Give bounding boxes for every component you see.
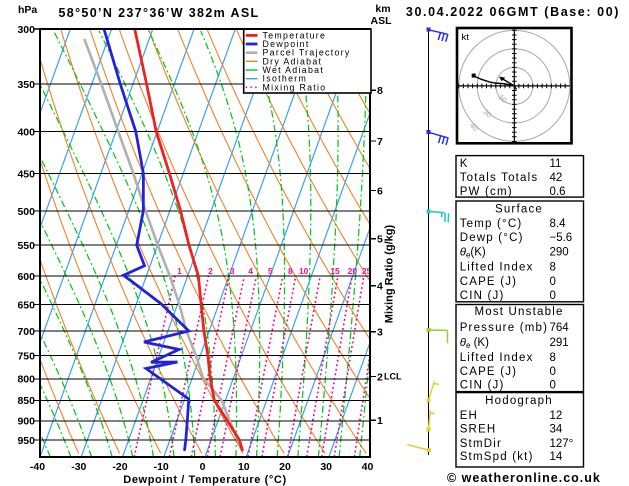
svg-text:8: 8 <box>288 266 293 276</box>
svg-text:800: 800 <box>17 374 35 386</box>
svg-text:12: 12 <box>550 410 563 422</box>
svg-text:30.04.2022 06GMT (Base: 00): 30.04.2022 06GMT (Base: 00) <box>406 5 620 19</box>
svg-text:-20: -20 <box>112 461 127 473</box>
svg-text:kt: kt <box>462 32 470 43</box>
svg-text:290: 290 <box>550 247 569 259</box>
svg-text:900: 900 <box>17 416 35 428</box>
svg-text:Wet Adiabat: Wet Adiabat <box>263 65 325 75</box>
svg-text:ASL: ASL <box>371 15 393 27</box>
svg-text:Mixing Ratio: Mixing Ratio <box>263 82 327 92</box>
svg-text:58°50’N 237°36’W 382m ASL: 58°50’N 237°36’W 382m ASL <box>58 6 259 20</box>
svg-text:300: 300 <box>17 24 35 36</box>
svg-text:StmSpd (kt): StmSpd (kt) <box>460 451 534 463</box>
svg-text:-40: -40 <box>30 461 45 473</box>
svg-text:450: 450 <box>17 168 35 180</box>
svg-text:Dewpoint / Temperature (°C): Dewpoint / Temperature (°C) <box>123 474 286 486</box>
svg-text:0: 0 <box>550 380 556 392</box>
svg-text:StmDir: StmDir <box>460 438 502 450</box>
svg-text:Temp (°C): Temp (°C) <box>460 218 523 230</box>
svg-text:PW (cm): PW (cm) <box>460 186 513 198</box>
svg-text:CIN (J): CIN (J) <box>460 380 505 392</box>
svg-text:0: 0 <box>200 461 206 473</box>
svg-text:Isotherm: Isotherm <box>263 74 308 84</box>
svg-text:0: 0 <box>550 290 556 302</box>
svg-text:350: 350 <box>17 79 35 91</box>
svg-text:Surface: Surface <box>495 203 543 215</box>
svg-text:CIN (J): CIN (J) <box>460 290 505 302</box>
svg-text:8: 8 <box>377 85 383 97</box>
svg-text:LCL: LCL <box>384 372 402 382</box>
svg-text:Dewpoint: Dewpoint <box>263 39 310 49</box>
svg-text:EH: EH <box>460 410 478 422</box>
svg-text:20: 20 <box>348 266 358 276</box>
svg-text:11: 11 <box>550 158 562 170</box>
svg-text:550: 550 <box>17 240 35 252</box>
svg-text:K: K <box>460 158 469 170</box>
svg-text:5: 5 <box>377 234 383 246</box>
svg-text:6: 6 <box>377 185 383 197</box>
svg-text:764: 764 <box>550 322 570 334</box>
svg-text:Totals Totals: Totals Totals <box>460 172 539 184</box>
svg-text:Lifted Index: Lifted Index <box>460 262 534 274</box>
svg-text:0: 0 <box>550 276 556 288</box>
svg-text:Dewp (°C): Dewp (°C) <box>460 232 524 244</box>
svg-text:0.6: 0.6 <box>550 186 566 198</box>
svg-text:0: 0 <box>550 366 556 378</box>
svg-text:42: 42 <box>550 172 563 184</box>
svg-text:hPa: hPa <box>18 4 37 16</box>
svg-text:10: 10 <box>238 461 250 473</box>
svg-text:CAPE (J): CAPE (J) <box>460 276 518 288</box>
svg-text:θe (K): θe (K) <box>460 337 489 350</box>
svg-text:8.4: 8.4 <box>550 218 567 230</box>
svg-text:291: 291 <box>550 337 569 349</box>
svg-text:40: 40 <box>362 461 374 473</box>
svg-text:400: 400 <box>17 126 35 138</box>
svg-text:25: 25 <box>362 266 372 276</box>
svg-text:SREH: SREH <box>460 424 497 436</box>
svg-text:1: 1 <box>177 266 182 276</box>
svg-text:2: 2 <box>208 266 213 276</box>
svg-text:Most Unstable: Most Unstable <box>474 306 563 318</box>
svg-text:127°: 127° <box>550 438 574 450</box>
svg-text:4: 4 <box>377 281 383 293</box>
svg-text:Hodograph: Hodograph <box>485 395 553 407</box>
svg-text:750: 750 <box>17 351 35 363</box>
svg-text:5: 5 <box>268 266 273 276</box>
svg-text:4: 4 <box>248 266 253 276</box>
svg-text:1: 1 <box>377 415 383 427</box>
svg-text:km: km <box>375 3 390 15</box>
svg-text:Dry Adiabat: Dry Adiabat <box>263 56 323 66</box>
svg-text:850: 850 <box>17 395 35 407</box>
svg-text:Mixing Ratio (g/kg): Mixing Ratio (g/kg) <box>384 224 396 323</box>
svg-text:-10: -10 <box>154 461 169 473</box>
svg-text:15: 15 <box>330 266 340 276</box>
svg-text:Parcel Trajectory: Parcel Trajectory <box>263 48 351 58</box>
svg-text:3: 3 <box>377 327 383 339</box>
svg-text:8: 8 <box>550 352 556 364</box>
svg-text:3: 3 <box>230 266 235 276</box>
svg-text:10: 10 <box>299 266 309 276</box>
svg-text:-30: -30 <box>71 461 86 473</box>
svg-text:700: 700 <box>17 326 35 338</box>
svg-text:650: 650 <box>17 300 35 312</box>
svg-text:8: 8 <box>550 262 556 274</box>
svg-text:−5.6: −5.6 <box>550 232 573 244</box>
svg-text:14: 14 <box>550 451 563 463</box>
svg-text:30: 30 <box>320 461 332 473</box>
svg-text:20: 20 <box>279 461 291 473</box>
svg-text:34: 34 <box>550 424 563 436</box>
svg-text:Pressure (mb): Pressure (mb) <box>460 322 548 334</box>
svg-text:Temperature: Temperature <box>263 30 327 40</box>
svg-text:Lifted Index: Lifted Index <box>460 352 534 364</box>
svg-text:500: 500 <box>17 206 35 218</box>
svg-text:© weatheronline.co.uk: © weatheronline.co.uk <box>447 471 601 485</box>
svg-text:600: 600 <box>17 271 35 283</box>
svg-text:θe(K): θe(K) <box>460 247 486 260</box>
svg-text:950: 950 <box>17 435 35 447</box>
svg-text:CAPE (J): CAPE (J) <box>460 366 518 378</box>
svg-text:7: 7 <box>377 136 383 148</box>
svg-text:2: 2 <box>377 371 383 383</box>
